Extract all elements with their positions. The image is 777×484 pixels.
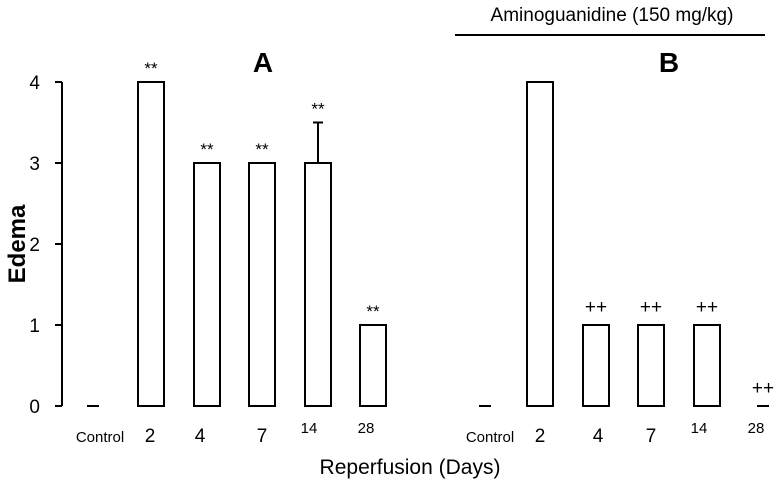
y-tick-label: 3 [29, 154, 40, 175]
bar [526, 81, 554, 407]
bar [359, 324, 387, 407]
significance-annotation: ** [200, 140, 214, 159]
significance-annotation: ** [144, 59, 158, 78]
significance-annotation: ++ [752, 378, 774, 399]
bar [582, 324, 610, 407]
x-tick-label: Control [466, 429, 514, 446]
x-axis-title: Reperfusion (Days) [320, 456, 501, 479]
significance-annotation: ++ [696, 297, 718, 318]
panel-label-b: B [659, 47, 679, 78]
x-tick-label: 4 [195, 426, 206, 447]
x-tick-label: 4 [593, 426, 604, 447]
significance-annotation: ** [366, 302, 380, 321]
bar [637, 324, 665, 407]
x-tick-label: 14 [301, 420, 318, 437]
x-tick-label: 28 [358, 420, 375, 437]
bar [304, 162, 332, 407]
y-tick-label: 4 [29, 73, 40, 94]
y-tick-label: 1 [29, 316, 40, 337]
panel-label-a: A [253, 47, 273, 78]
y-ticks: 0 1 2 3 4 [29, 73, 62, 418]
x-tick-label: 28 [748, 420, 765, 437]
bars [87, 81, 769, 407]
x-tick-label: 14 [691, 420, 708, 437]
bar [248, 162, 276, 407]
x-tick-label: 7 [646, 426, 657, 447]
y-tick-label: 0 [29, 397, 40, 418]
significance-annotation: ++ [585, 297, 607, 318]
significance-annotation: ** [311, 100, 325, 119]
significance-annotation: ** [255, 140, 269, 159]
significance-annotation: ++ [640, 297, 662, 318]
bar [193, 162, 221, 407]
x-tick-label: 2 [145, 426, 156, 447]
x-tick-label: 7 [257, 426, 268, 447]
bar [693, 324, 721, 407]
y-axis-title: Edema [4, 204, 31, 283]
labels: ** ** ** ** ** Control 2 4 7 14 28 ++ ++ ++ ++ Control 2… [76, 59, 774, 447]
x-tick-label: Control [76, 429, 124, 446]
y-tick-label: 2 [29, 235, 40, 256]
bar [137, 81, 165, 407]
treatment-label: Aminoguanidine (150 mg/kg) [491, 5, 734, 26]
x-tick-label: 2 [535, 426, 546, 447]
